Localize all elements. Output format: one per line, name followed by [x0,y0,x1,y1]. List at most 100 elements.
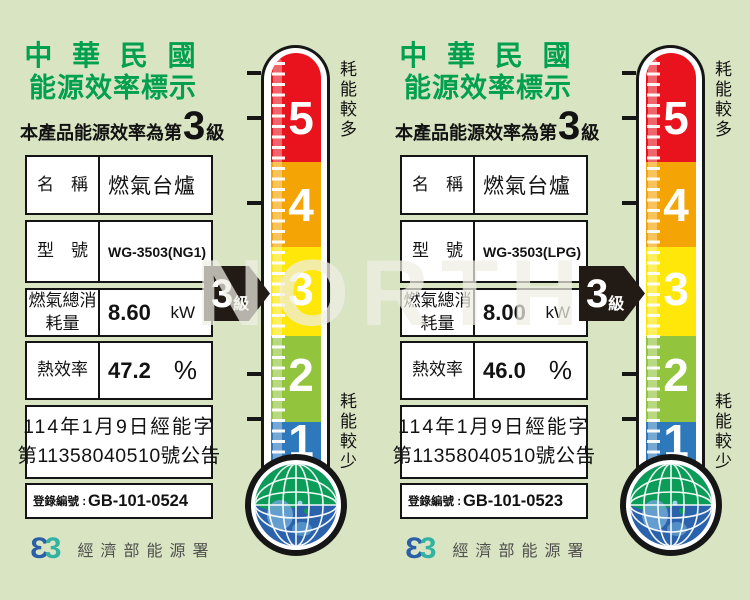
energy-label-card: 中 華 民 國 能源效率標示 本產品能源效率為第 3 級 名 稱 燃氣台爐 型 … [17,40,356,564]
level-number-2: 2 [663,349,689,401]
label-title-line2: 能源效率標示 [29,73,197,103]
registration-label: 登錄編號 : [33,496,87,508]
consumption-unit: kW [545,302,570,322]
agency-footer: Ɛ3 經濟部能源署 [405,534,591,564]
row-header: 型 號 [402,222,475,281]
scale-tick [247,372,261,376]
caption-less-energy: 耗能較少 [712,392,731,472]
registration-row: 登錄編號 : GB-101-0524 [25,483,213,519]
scale-tick [247,201,261,205]
scale-tick [247,71,261,75]
globe-bulb-icon [245,454,347,556]
efficiency-unit: % [548,355,572,385]
spec-table: 名 稱 燃氣台爐 型 號 WG-3503(NG1) 燃氣總消耗量 8.60 kW… [17,155,220,519]
row-value: WG-3503(NG1) [108,243,207,260]
scale-tick [622,71,636,75]
registration-row: 登錄編號 : GB-101-0523 [400,483,588,519]
globe-bulb-icon [620,454,722,556]
table-row-consumption: 燃氣總消耗量 8.60 kW [25,288,213,337]
level-number-2: 2 [288,349,314,401]
grade-arrow-suffix: 級 [608,295,625,313]
announcement-line1: 114年1月9日經能字 [398,415,590,438]
grade-arrow-number: 3 [211,271,234,316]
row-header: 名 稱 [27,157,100,213]
table-row-consumption: 燃氣總消耗量 8.00 kW [400,288,588,337]
tube-tick-dashes [647,62,660,461]
thermometer-scale: 5 4 3 2 1 [271,53,321,469]
spec-table: 名 稱 燃氣台爐 型 號 WG-3503(LPG) 燃氣總消耗量 8.00 kW… [392,155,595,519]
table-row-model: 型 號 WG-3503(NG1) [25,220,213,283]
grade-arrow-suffix: 級 [233,295,250,313]
row-value: 47.2 % [100,343,211,398]
logo-right-glyph: 3 [419,532,437,565]
table-row-name: 名 稱 燃氣台爐 [400,155,588,215]
grade-statement-suffix: 級 [581,123,600,143]
grade-arrow-number: 3 [586,271,609,316]
row-value: WG-3503(LPG) [483,243,582,260]
scale-tick [622,116,636,120]
logo-left-glyph: Ɛ [405,532,424,565]
efficiency-grade-statement: 本產品能源效率為第 3 級 [395,106,605,146]
energy-agency-logo-icon: Ɛ3 [30,532,62,565]
table-row-efficiency: 熱效率 46.0 % [400,341,588,400]
level-number-4: 4 [288,179,314,231]
efficiency-grade-statement: 本產品能源效率為第 3 級 [20,106,230,146]
energy-label-card: 中 華 民 國 能源效率標示 本產品能源效率為第 3 級 名 稱 燃氣台爐 型 … [375,0,750,600]
grade-number: 3 [183,104,206,148]
table-row-model: 型 號 WG-3503(LPG) [400,220,588,283]
row-value: 燃氣台爐 [108,175,196,198]
grade-number: 3 [558,104,581,148]
grade-statement-prefix: 本產品能源效率為第 [395,123,557,143]
label-title-line1: 中 華 民 國 [399,40,577,71]
row-header: 熱效率 [402,343,475,398]
registration-label: 登錄編號 : [408,496,462,508]
efficiency-unit: % [173,355,197,385]
row-value: 8.60 kW [100,290,211,335]
consumption-value: 8.60 [108,299,151,325]
row-value: 8.00 kW [475,290,586,335]
caption-more-energy: 耗能較多 [337,60,356,140]
announcement-row: 114年1月9日經能字 第11358040510號公告 [17,405,220,479]
scale-tick [622,201,636,205]
logo-left-glyph: Ɛ [30,532,49,565]
agency-name: 經濟部能源署 [77,543,216,560]
label-title-line1: 中 華 民 國 [24,40,202,71]
scale-tick [247,417,261,421]
agency-footer: Ɛ3 經濟部能源署 [30,534,216,564]
level-number-3: 3 [288,263,314,315]
row-header: 名 稱 [402,157,475,213]
announcement-line2: 第11358040510號公告 [392,445,596,467]
scale-tick [622,372,636,376]
scale-tick [247,116,261,120]
logo-right-glyph: 3 [44,532,62,565]
row-header: 燃氣總消耗量 [27,290,100,335]
consumption-value: 8.00 [483,299,526,325]
registration-number: GB-101-0524 [88,491,189,510]
label-title-line2: 能源效率標示 [404,73,572,103]
tube-tick-dashes [272,62,285,461]
level-number-5: 5 [663,92,689,144]
level-number-5: 5 [288,92,314,144]
announcement-line2: 第11358040510號公告 [17,445,221,467]
row-value: 46.0 % [475,343,586,398]
energy-agency-logo-icon: Ɛ3 [405,532,437,565]
announcement-row: 114年1月9日經能字 第11358040510號公告 [392,405,595,479]
row-header: 燃氣總消耗量 [402,290,475,335]
efficiency-value: 47.2 [108,357,151,383]
grade-statement-suffix: 級 [206,123,225,143]
agency-name: 經濟部能源署 [452,543,591,560]
row-value: 燃氣台爐 [483,175,571,198]
caption-more-energy: 耗能較多 [712,60,731,140]
scale-tick [622,417,636,421]
announcement-line1: 114年1月9日經能字 [23,415,215,438]
thermometer-scale: 5 4 3 2 1 [646,53,696,469]
row-header: 熱效率 [27,343,100,398]
table-row-name: 名 稱 燃氣台爐 [25,155,213,215]
level-number-4: 4 [663,179,689,231]
caption-less-energy: 耗能較少 [337,392,356,472]
consumption-unit: kW [170,302,195,322]
row-header: 型 號 [27,222,100,281]
grade-statement-prefix: 本產品能源效率為第 [20,123,182,143]
efficiency-value: 46.0 [483,357,526,383]
